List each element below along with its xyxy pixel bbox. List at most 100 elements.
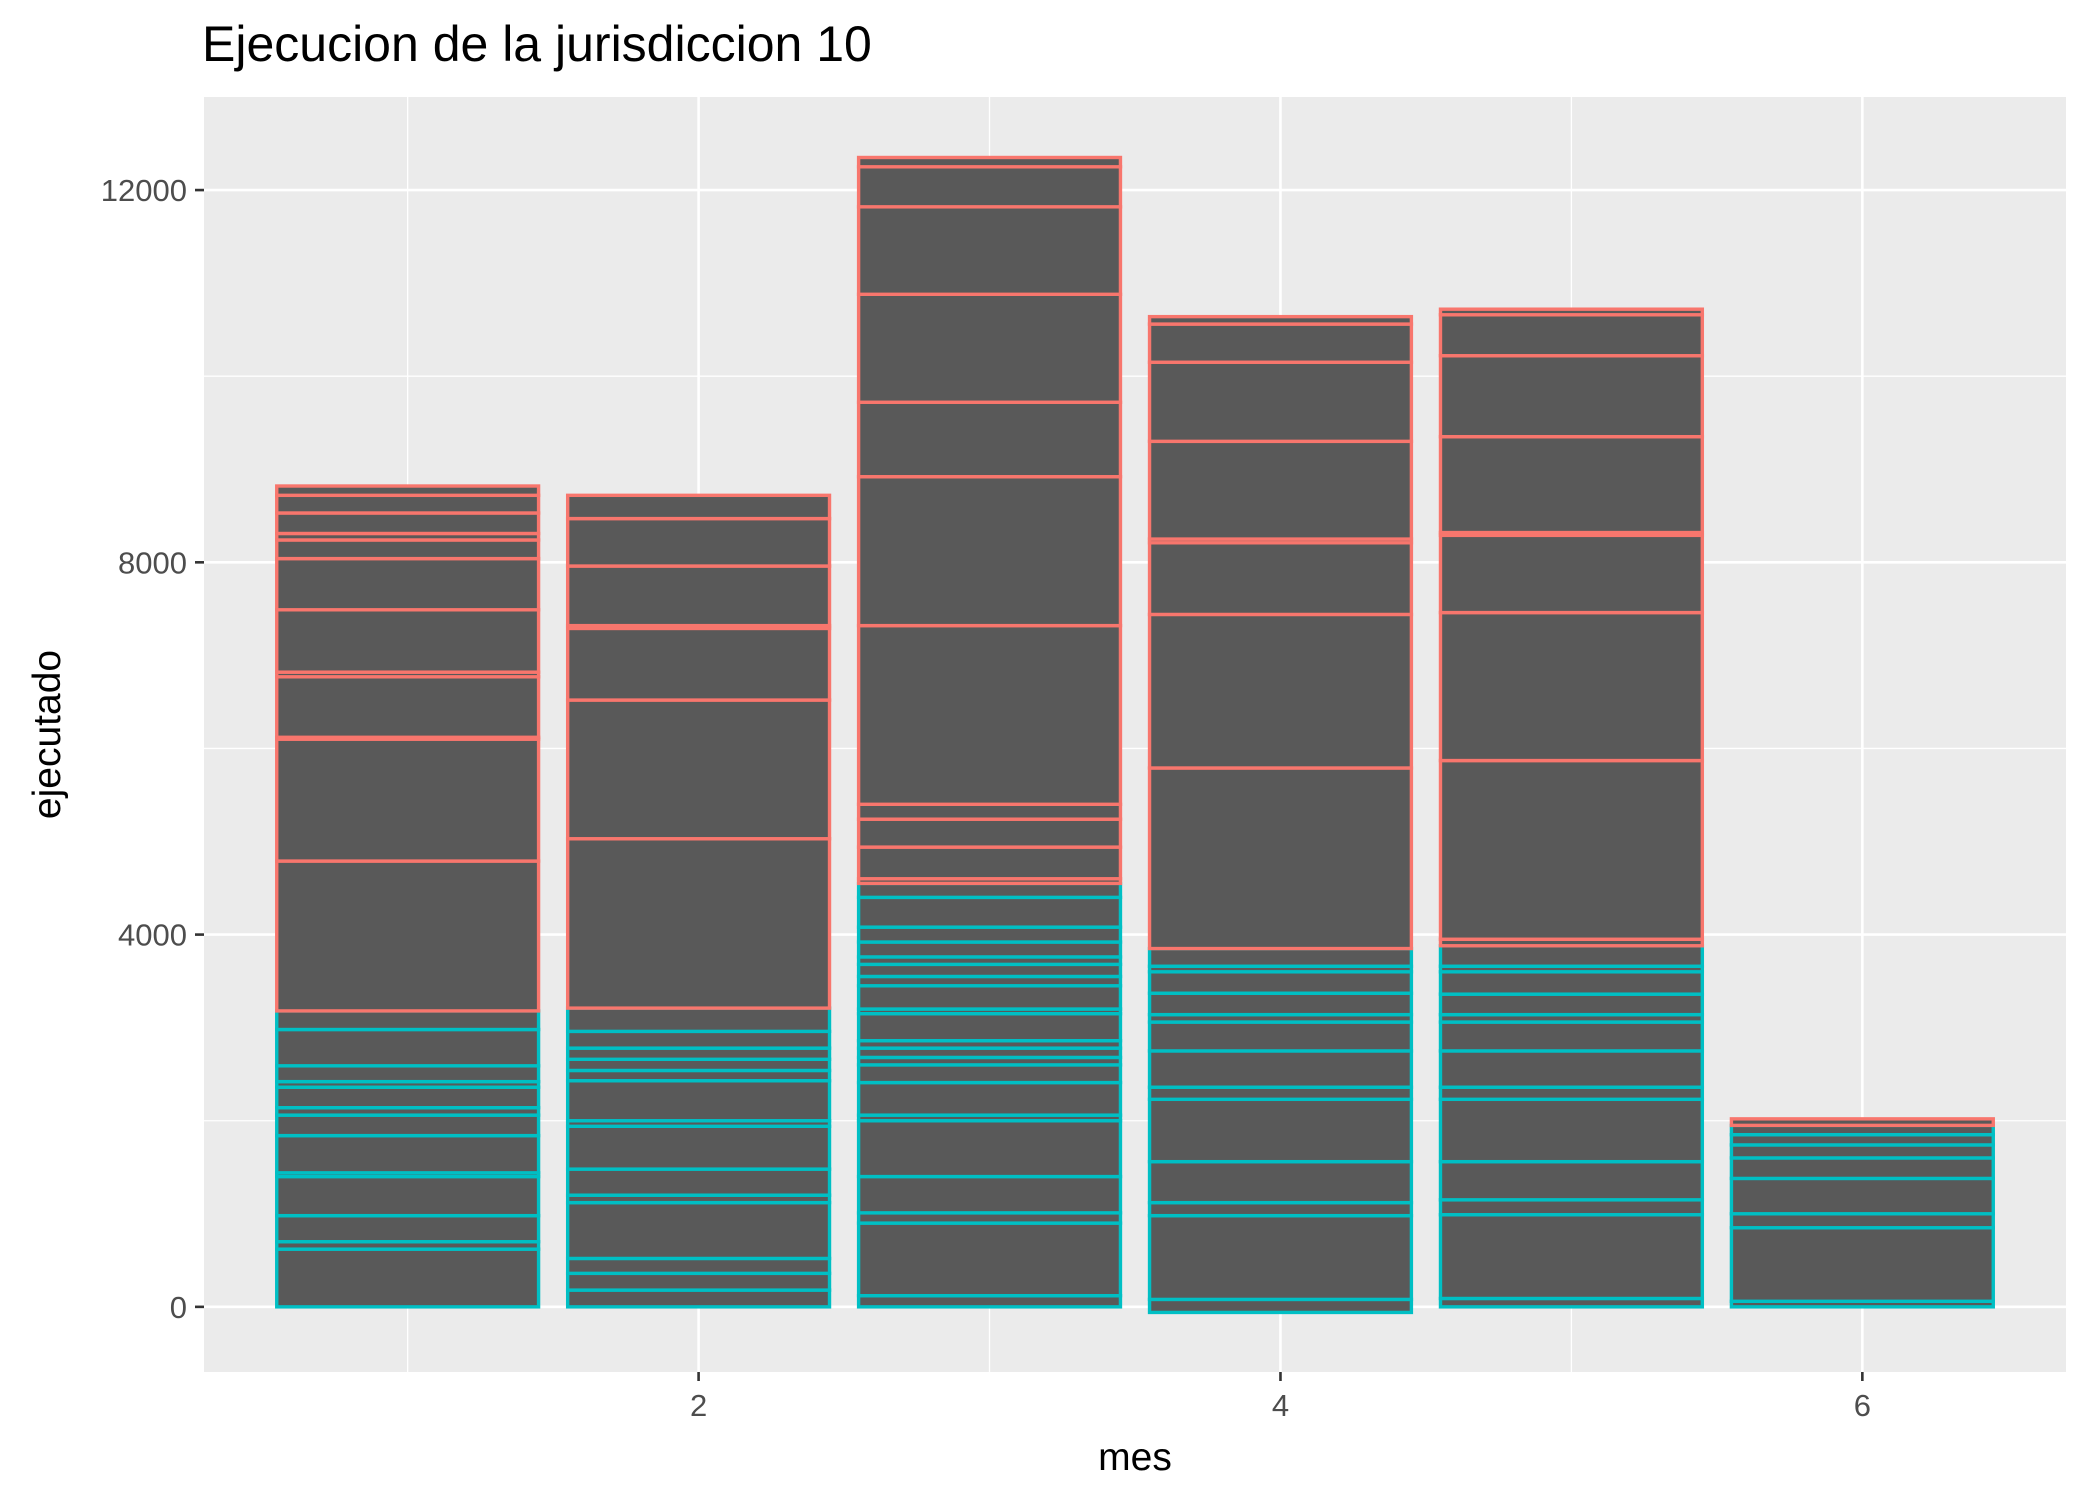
bar-segment	[856, 984, 1123, 1011]
bar-segment	[275, 1027, 541, 1068]
bar-segment	[856, 165, 1123, 209]
bar-segment	[856, 1063, 1123, 1085]
bar-segment	[1147, 1049, 1414, 1089]
bar-segment	[275, 1113, 541, 1138]
bar-segment	[856, 155, 1123, 169]
bar-segment	[1438, 313, 1705, 358]
bar-segment	[1438, 970, 1705, 996]
bar-segment	[1438, 354, 1705, 439]
bar-segment	[565, 1079, 832, 1123]
bar-segment	[856, 1119, 1123, 1179]
bar-segment	[275, 1064, 541, 1084]
bar-segment	[275, 556, 541, 612]
bar-segment	[856, 475, 1123, 628]
bar-segment	[1438, 307, 1705, 317]
bar-segment	[856, 1221, 1123, 1298]
axis-ticks: 0 4000 8000 12000 2 4 6	[101, 173, 1871, 1423]
bar-segment	[1147, 1097, 1414, 1164]
bar-segment	[856, 817, 1123, 849]
bar-segment	[565, 1288, 832, 1309]
bar-segment	[856, 925, 1123, 944]
bar-segment	[275, 859, 541, 1013]
bar-segment	[275, 737, 541, 863]
bar-segment	[856, 623, 1123, 806]
bar-segment	[565, 1167, 832, 1197]
bar-segment	[275, 484, 541, 498]
bar-segment	[1147, 1020, 1414, 1053]
bar-segment	[565, 564, 832, 628]
bar-segment	[275, 538, 541, 561]
bar-segment	[856, 881, 1123, 900]
bar-segment	[565, 1029, 832, 1050]
bar-segment	[1438, 1159, 1705, 1202]
bar-segment	[565, 837, 832, 1010]
bar-segment	[275, 1247, 541, 1309]
bar-segment	[1147, 1297, 1414, 1315]
bar-segment	[275, 1085, 541, 1110]
bar-segment	[856, 895, 1123, 929]
bar-segment	[1729, 1143, 1995, 1160]
bar-segment	[275, 608, 541, 674]
bar-segment	[565, 698, 832, 841]
bar-segment	[275, 1009, 541, 1032]
bar-segment	[565, 1006, 832, 1034]
y-tick-label: 12000	[101, 173, 187, 208]
bar-segment	[1147, 991, 1414, 1017]
bar-segment	[565, 1124, 832, 1171]
x-tick-label: 6	[1854, 1388, 1871, 1423]
bar-segment	[1147, 970, 1414, 995]
bar-segment	[856, 845, 1123, 881]
bar-segment	[275, 1133, 541, 1175]
bar-segment	[565, 493, 832, 521]
bar-segment	[275, 675, 541, 739]
bar-segment	[565, 516, 832, 568]
y-tick-label: 4000	[118, 918, 187, 953]
bars	[275, 155, 1995, 1315]
bar-segment	[1438, 1049, 1705, 1089]
bar-segment	[1438, 758, 1705, 941]
bar-segment	[565, 626, 832, 702]
bar-segment	[1147, 1085, 1414, 1102]
bar-segment	[1729, 1176, 1995, 1216]
bar-segment	[1147, 439, 1414, 541]
bar-segment	[1147, 314, 1414, 326]
bar-segment	[1147, 946, 1414, 968]
bar-segment	[1729, 1226, 1995, 1303]
bar-segment	[856, 1080, 1123, 1117]
y-axis-title: ejecutado	[26, 650, 69, 819]
bar-segment	[275, 1174, 541, 1218]
bar-segment	[1438, 610, 1705, 763]
bar-segment	[275, 1213, 541, 1244]
bar-segment	[1729, 1212, 1995, 1230]
x-tick-label: 2	[690, 1388, 707, 1423]
chart-title: Ejecucion de la jurisdiccion 10	[202, 16, 872, 72]
x-axis-title: mes	[1098, 1436, 1172, 1479]
bar-segment	[1438, 944, 1705, 968]
bar-segment	[1438, 434, 1705, 535]
bar-segment	[565, 1256, 832, 1276]
bar-segment	[1147, 1159, 1414, 1205]
bar-segment	[856, 962, 1123, 979]
bar-segment	[856, 292, 1123, 404]
bar-segment	[1438, 1020, 1705, 1053]
bar-segment	[1147, 360, 1414, 444]
bar-segment	[856, 205, 1123, 296]
bar-segment	[1438, 1085, 1705, 1102]
bar-segment	[565, 1271, 832, 1292]
bar-segment	[856, 400, 1123, 479]
bar-segment	[1729, 1156, 1995, 1181]
bar-segment	[1438, 533, 1705, 615]
x-tick-label: 4	[1272, 1388, 1289, 1423]
bar-segment	[1438, 1213, 1705, 1301]
bar-segment	[1438, 992, 1705, 1017]
bar-segment	[856, 802, 1123, 821]
bar-segment	[856, 1011, 1123, 1043]
bar-segment	[1729, 1117, 1995, 1128]
bar-segment	[856, 940, 1123, 959]
bar-segment	[1147, 1200, 1414, 1218]
bar-segment	[275, 511, 541, 536]
bar-segment	[1147, 1213, 1414, 1302]
bar-segment	[275, 493, 541, 515]
y-tick-label: 8000	[118, 545, 187, 580]
